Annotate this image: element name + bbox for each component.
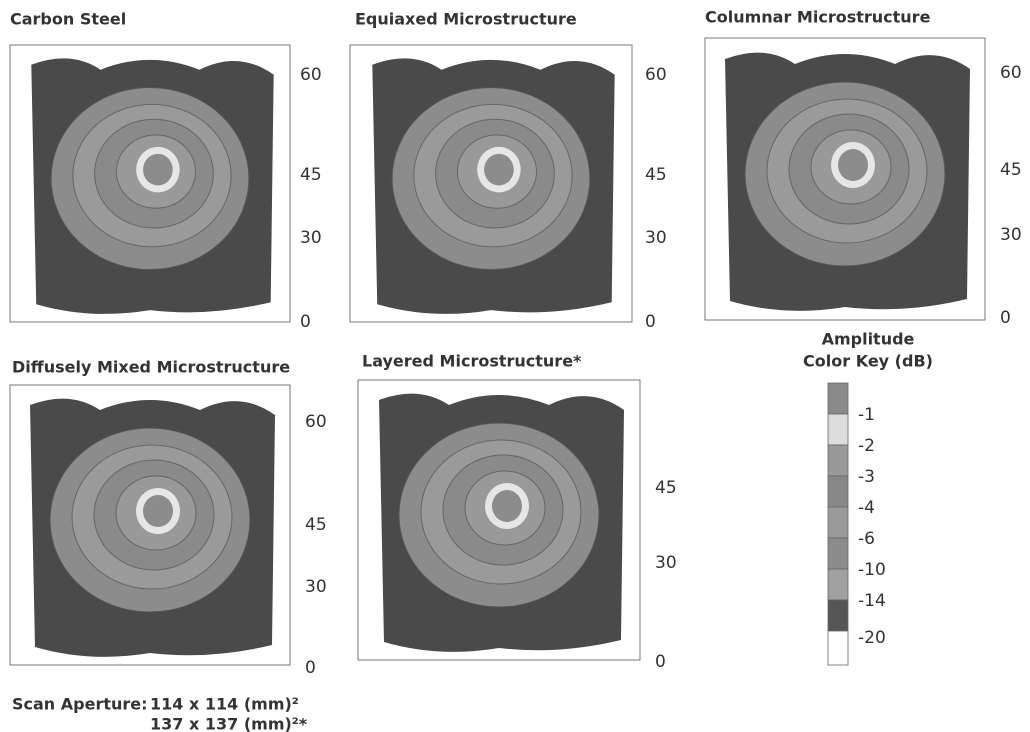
tick-label: 0 xyxy=(300,312,311,332)
tick-label: 45 xyxy=(300,165,322,185)
panel-title: Carbon Steel xyxy=(10,10,126,29)
caption-line: 137 x 137 (mm)²* xyxy=(150,715,308,732)
key-swatch xyxy=(828,476,848,507)
key-swatch xyxy=(828,383,848,414)
key-swatch xyxy=(828,631,848,665)
key-label: -10 xyxy=(858,560,886,580)
key-swatch xyxy=(828,445,848,476)
panel-title: Diffusely Mixed Microstructure xyxy=(12,358,290,377)
scan-image xyxy=(725,53,970,311)
key-title: Color Key (dB) xyxy=(803,352,933,371)
figure: Carbon Steel 60 45 30 0 Equiaxed Microst… xyxy=(0,0,1030,732)
key-swatch xyxy=(828,414,848,445)
color-key-bar xyxy=(828,383,848,665)
tick-label: 45 xyxy=(645,165,667,185)
panel-title: Equiaxed Microstructure xyxy=(355,10,577,29)
key-swatch xyxy=(828,569,848,600)
key-label: -20 xyxy=(858,628,886,648)
tick-label: 60 xyxy=(300,65,322,85)
scan-image xyxy=(30,399,275,657)
caption-label: Scan Aperture: xyxy=(12,695,148,714)
tick-label: 0 xyxy=(305,658,316,678)
tick-label: 60 xyxy=(1000,63,1022,83)
key-swatch xyxy=(828,507,848,538)
key-label: -6 xyxy=(858,529,875,549)
tick-label: 45 xyxy=(655,478,677,498)
key-label: -14 xyxy=(858,591,886,611)
tick-label: 30 xyxy=(645,228,667,248)
tick-label: 0 xyxy=(645,312,656,332)
tick-label: 60 xyxy=(645,65,667,85)
tick-label: 45 xyxy=(305,515,327,535)
tick-label: 0 xyxy=(1000,308,1011,328)
panel-title: Layered Microstructure* xyxy=(362,352,582,371)
scan-image xyxy=(379,394,624,652)
tick-label: 0 xyxy=(655,652,666,672)
key-title: Amplitude xyxy=(822,330,915,349)
tick-label: 30 xyxy=(300,228,322,248)
key-swatch xyxy=(828,538,848,569)
key-swatch xyxy=(828,600,848,631)
panel-title: Columnar Microstructure xyxy=(705,8,931,27)
tick-label: 30 xyxy=(305,577,327,597)
scan-image xyxy=(372,58,614,314)
scan-image xyxy=(31,58,273,314)
tick-label: 30 xyxy=(655,553,677,573)
caption-line: 114 x 114 (mm)² xyxy=(150,695,299,714)
key-label: -4 xyxy=(858,498,875,518)
key-label: -3 xyxy=(858,467,875,487)
tick-label: 45 xyxy=(1000,160,1022,180)
key-label: -1 xyxy=(858,405,875,425)
tick-label: 30 xyxy=(1000,225,1022,245)
key-label: -2 xyxy=(858,436,875,456)
tick-label: 60 xyxy=(305,412,327,432)
